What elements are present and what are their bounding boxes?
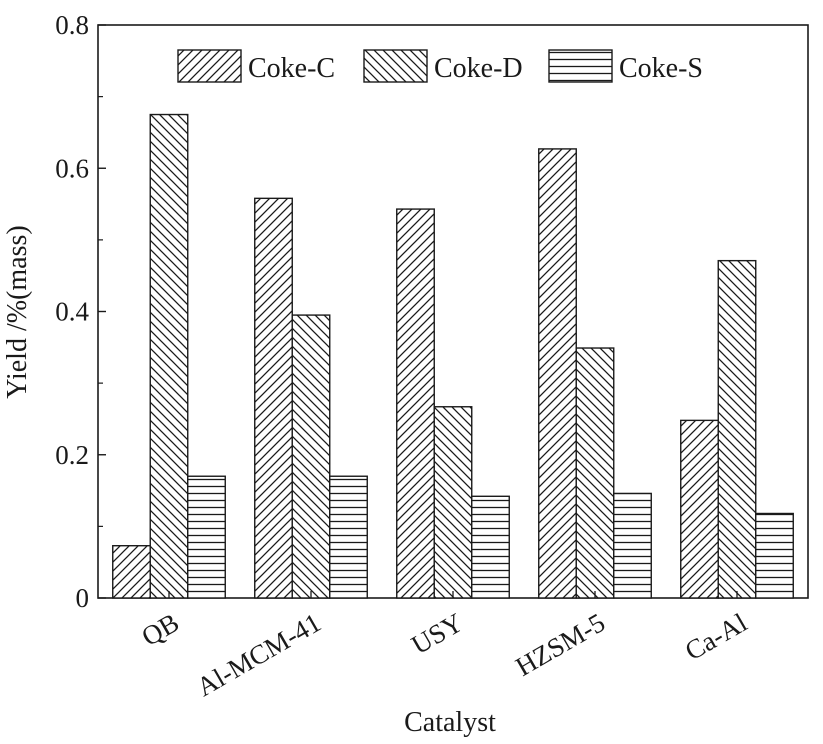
y-tick-label: 0 (76, 583, 90, 613)
legend-swatch-coke-d (363, 49, 428, 83)
x-tick-label: USY (406, 607, 468, 660)
x-axis: QB Al-MCM-41 USY HZSM-5 Ca-Al (137, 591, 752, 702)
bar-coke-d-qb (149, 113, 189, 599)
x-tick-label: Al-MCM-41 (191, 607, 326, 702)
bar-coke-d-usy (433, 406, 473, 599)
y-tick-label: 0.2 (55, 440, 89, 470)
x-axis-label: Catalyst (404, 707, 496, 738)
bar-coke-c-qb (112, 545, 151, 599)
bar-coke-s-ca-al (755, 512, 794, 599)
legend-label-coke-c: Coke-C (248, 53, 335, 84)
y-tick-label: 0.8 (55, 10, 89, 40)
bar-coke-d-al-mcm-41 (291, 314, 331, 599)
bar-coke-d-ca-al (717, 259, 757, 599)
y-tick-label: 0.6 (55, 153, 89, 183)
bar-coke-c-usy (396, 208, 435, 599)
bars (112, 113, 794, 599)
bar-coke-s-qb (187, 475, 226, 599)
y-axis: 0 0.2 0.4 0.6 0.8 (55, 10, 106, 613)
bar-coke-s-hzsm-5 (613, 492, 652, 599)
bar-coke-c-al-mcm-41 (254, 197, 293, 599)
y-tick-label: 0.4 (55, 297, 89, 327)
legend-swatch-coke-c (177, 49, 242, 83)
legend-label-coke-d: Coke-D (434, 53, 523, 84)
legend: Coke-C Coke-D Coke-S (177, 49, 703, 84)
bar-coke-c-ca-al (680, 419, 719, 599)
x-tick-label: Ca-Al (680, 607, 752, 666)
bar-coke-s-usy (471, 495, 510, 599)
legend-label-coke-s: Coke-S (619, 53, 703, 84)
legend-swatch-coke-s (548, 49, 613, 83)
y-axis-label: Yield /%(mass) (2, 225, 33, 398)
x-tick-label: QB (137, 607, 184, 652)
bar-coke-s-al-mcm-41 (329, 475, 368, 599)
bar-coke-d-hzsm-5 (575, 347, 615, 599)
x-tick-label: HZSM-5 (511, 607, 610, 682)
bar-coke-c-hzsm-5 (538, 148, 577, 599)
